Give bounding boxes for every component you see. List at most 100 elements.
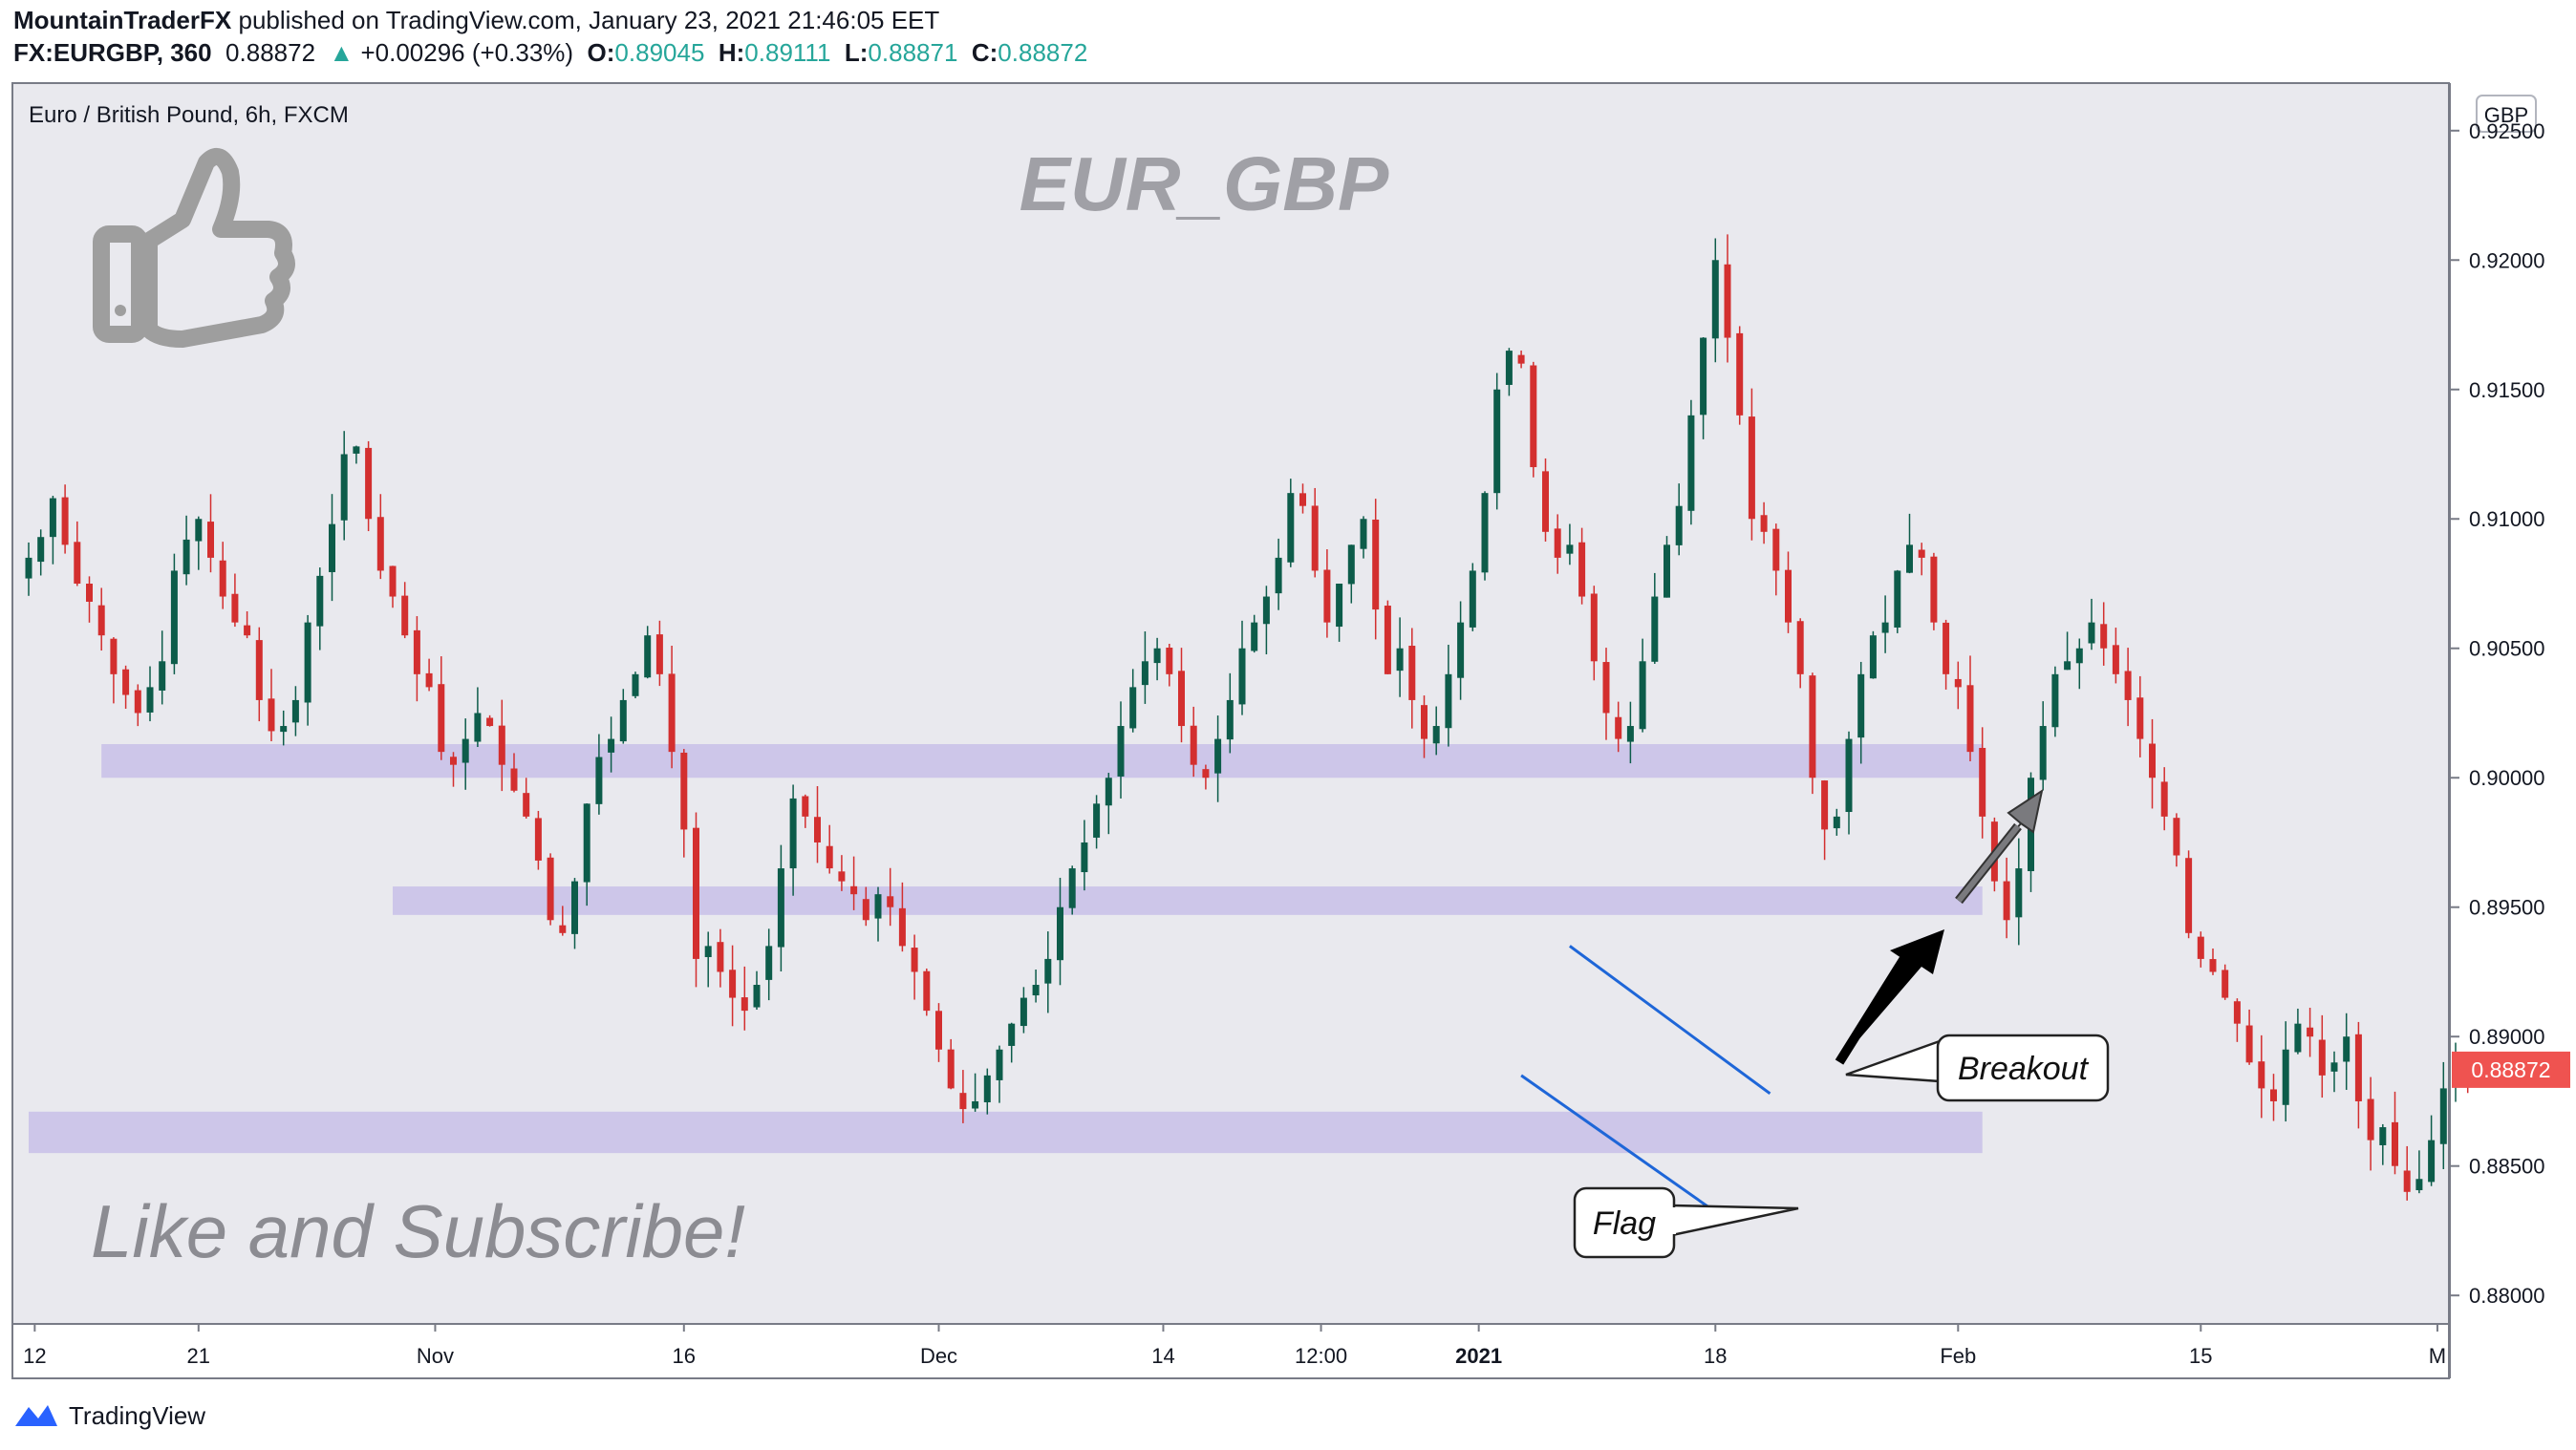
candle	[1554, 514, 1561, 574]
currency-badge[interactable]: GBP	[2476, 95, 2537, 133]
candle	[2185, 850, 2193, 939]
candle	[1785, 551, 1792, 633]
candle	[2222, 964, 2229, 1000]
candle	[2403, 1145, 2411, 1201]
candle	[389, 565, 397, 608]
y-tick-label: 0.92000	[2469, 248, 2545, 272]
candle	[291, 686, 299, 736]
candle	[2343, 1013, 2351, 1090]
candle	[2439, 1061, 2447, 1170]
candle	[280, 710, 288, 746]
candle	[2003, 857, 2010, 939]
candle	[2282, 1021, 2289, 1122]
currency-label: GBP	[2484, 103, 2528, 127]
candle	[1517, 350, 1525, 369]
candle	[838, 855, 846, 891]
candle	[182, 515, 190, 586]
candle	[2354, 1021, 2362, 1129]
candle	[1493, 373, 1501, 510]
candle	[498, 699, 505, 792]
candle	[438, 656, 445, 760]
candle	[1700, 337, 1707, 439]
candle	[1724, 234, 1731, 363]
candle	[1214, 715, 1222, 802]
candle	[413, 616, 420, 702]
candle	[2258, 1034, 2265, 1119]
candle	[1966, 655, 1974, 762]
candle	[2173, 813, 2180, 867]
time-axis[interactable]: 12 21 Nov 16 Dec 14 12:00 2021 18 Feb 15 M	[23, 1324, 2446, 1368]
candle	[1178, 648, 1185, 743]
candle	[219, 542, 226, 609]
candle	[1979, 727, 1986, 839]
target-arrow-gray	[1955, 788, 2044, 905]
candle	[1020, 987, 1027, 1034]
candle	[2209, 948, 2217, 975]
candle	[1408, 628, 1416, 729]
candle	[1809, 672, 1816, 795]
author-name[interactable]: MountainTraderFX	[13, 6, 232, 34]
candle	[1943, 619, 1950, 690]
candle	[1117, 701, 1125, 799]
candle	[717, 928, 724, 988]
y-tick-label: 0.92500	[2469, 119, 2545, 143]
flag-callout: Flag	[1573, 1186, 1799, 1259]
y-tick-label: 0.90500	[2469, 637, 2545, 661]
candle	[1166, 643, 1173, 687]
candle	[86, 576, 93, 623]
candle	[1445, 644, 1452, 747]
candle	[37, 529, 45, 576]
support-zones	[29, 744, 1983, 1154]
candle	[61, 484, 69, 554]
open-value: 0.89045	[614, 38, 705, 67]
candle	[1347, 544, 1355, 604]
candle	[704, 931, 712, 988]
candle	[2392, 1091, 2398, 1175]
candle	[898, 882, 906, 952]
candle	[802, 794, 809, 828]
candle	[376, 494, 384, 580]
close-value: 0.88872	[998, 38, 1088, 67]
x-tick-label: Nov	[417, 1344, 454, 1368]
candle	[49, 496, 56, 565]
candle	[1057, 877, 1063, 986]
price-axis[interactable]: 0.92500 0.92000 0.91500 0.91000 0.90500 0.900…	[2450, 119, 2545, 1308]
flag-channel	[1520, 945, 1771, 1222]
open-label: O:	[587, 38, 615, 67]
like-subscribe-text: Like and Subscribe!	[91, 1189, 745, 1273]
last-price: 0.88872	[225, 38, 316, 67]
x-tick-label: Dec	[920, 1344, 957, 1368]
candle	[1044, 931, 1052, 1013]
candle	[2112, 628, 2119, 684]
candle	[1311, 487, 1319, 578]
high-value: 0.89111	[744, 38, 831, 67]
low-value: 0.88871	[868, 38, 958, 67]
candle	[1421, 695, 1428, 758]
candle	[1821, 779, 1829, 861]
candle	[2149, 718, 2156, 809]
candle	[2088, 598, 2095, 650]
candle	[680, 749, 688, 858]
candle	[1275, 538, 1282, 610]
x-tick-label: 21	[187, 1344, 210, 1368]
candle	[1687, 399, 1695, 525]
candle	[365, 440, 373, 532]
candle	[2233, 998, 2241, 1042]
candle	[1008, 1022, 1016, 1063]
candle	[1469, 563, 1476, 631]
x-tick-label: 16	[673, 1344, 696, 1368]
last-price-tag-value: 0.88872	[2471, 1057, 2550, 1082]
candle	[1068, 865, 1076, 915]
candle	[1384, 600, 1391, 674]
chart-title: Euro / British Pound, 6h, FXCM	[29, 102, 349, 128]
candle	[510, 753, 518, 793]
candle	[401, 582, 409, 639]
publish-info: MountainTraderFX published on TradingVie…	[13, 6, 939, 35]
zone-1	[101, 744, 1983, 778]
y-tick-label: 0.89000	[2469, 1025, 2545, 1049]
tradingview-logo-icon	[15, 1405, 57, 1426]
candle	[2064, 631, 2072, 671]
breakout-callout: Breakout	[1845, 1034, 2110, 1102]
tradingview-brand[interactable]: TradingView	[69, 1400, 206, 1430]
